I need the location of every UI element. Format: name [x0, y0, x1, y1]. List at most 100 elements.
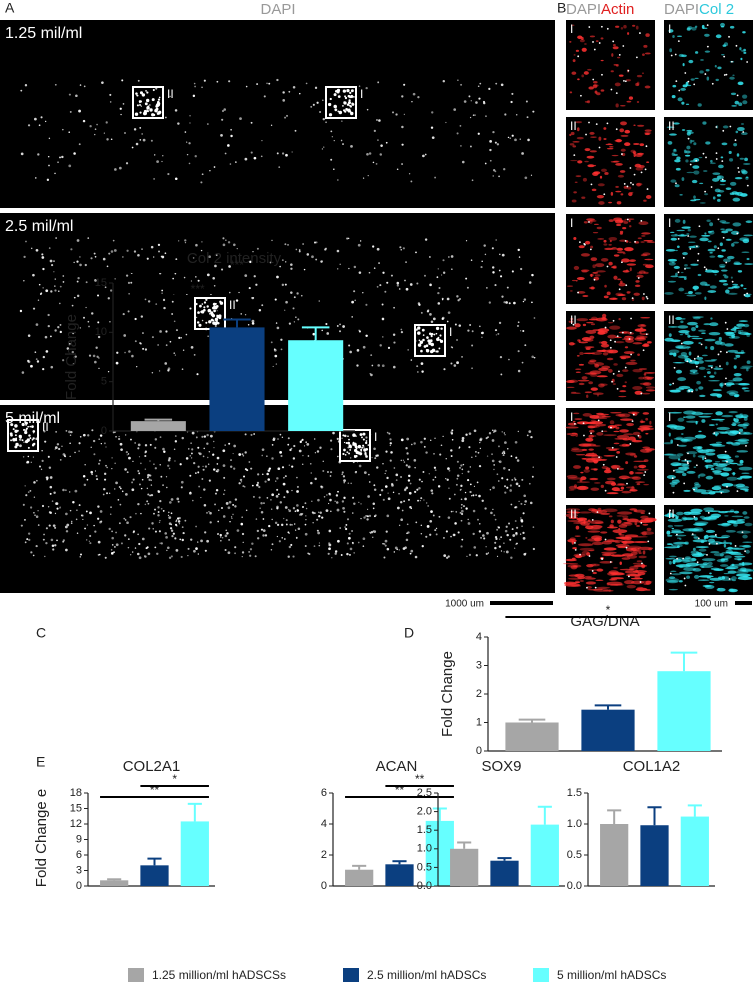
cell-nucleus: [618, 288, 621, 291]
cell-nucleus: [201, 435, 204, 438]
cell-nucleus: [379, 344, 382, 347]
cell-nucleus: [436, 276, 439, 279]
cell-nucleus: [640, 171, 643, 174]
collagen-signal: [720, 156, 724, 159]
cell-nucleus: [208, 320, 212, 324]
cell-nucleus: [400, 248, 403, 251]
cell-nucleus: [45, 527, 48, 530]
actin-signal: [600, 512, 611, 515]
collagen-signal: [711, 486, 722, 491]
collagen-signal: [741, 251, 750, 253]
cell-nucleus: [106, 265, 109, 268]
collagen-signal: [709, 443, 723, 446]
collagen-signal: [670, 339, 681, 342]
collagen-signal: [704, 232, 707, 235]
actin-signal: [615, 162, 623, 166]
cell-nucleus: [351, 512, 354, 514]
cell-nucleus: [273, 348, 276, 351]
cell-nucleus: [299, 440, 302, 444]
collagen-signal: [730, 92, 737, 96]
cell-nucleus: [276, 152, 279, 155]
cell-nucleus: [18, 434, 22, 439]
cell-nucleus: [195, 525, 197, 528]
cell-nucleus: [376, 285, 379, 288]
cell-nucleus: [146, 91, 149, 94]
cell-nucleus: [92, 439, 96, 443]
cell-nucleus: [424, 238, 428, 241]
actin-signal: [636, 74, 643, 78]
actin-signal: [593, 362, 605, 366]
actin-signal: [624, 129, 631, 134]
cell-nucleus: [705, 156, 707, 159]
collagen-signal: [681, 177, 685, 181]
collagen-signal: [732, 377, 743, 382]
cell-nucleus: [28, 538, 31, 542]
cell-nucleus: [492, 175, 494, 177]
actin-signal: [568, 516, 578, 520]
actin-signal: [633, 292, 640, 296]
cell-nucleus: [188, 491, 192, 495]
cell-nucleus: [325, 509, 329, 513]
actin-signal: [566, 432, 578, 436]
cell-nucleus: [468, 432, 472, 435]
collagen-signal: [676, 389, 680, 391]
cell-nucleus: [432, 317, 436, 321]
cell-nucleus: [181, 538, 184, 542]
cell-nucleus: [103, 472, 107, 476]
cell-nucleus: [330, 510, 332, 513]
cell-nucleus: [109, 492, 111, 494]
cell-nucleus: [284, 475, 287, 478]
cell-nucleus: [337, 490, 339, 493]
cell-nucleus: [163, 306, 166, 310]
cell-nucleus: [595, 123, 598, 126]
cell-nucleus: [73, 296, 76, 299]
cell-nucleus: [232, 452, 234, 455]
cell-nucleus: [471, 456, 473, 458]
cell-nucleus: [136, 552, 140, 556]
actin-signal: [637, 124, 645, 127]
cell-nucleus: [385, 530, 388, 533]
cell-nucleus: [416, 282, 419, 285]
cell-nucleus: [158, 370, 161, 372]
cell-nucleus: [121, 490, 124, 493]
cell-nucleus: [462, 505, 465, 508]
cell-nucleus: [55, 431, 58, 433]
cell-nucleus: [498, 545, 502, 548]
cell-nucleus: [71, 304, 74, 307]
collagen-signal: [666, 474, 676, 480]
cell-nucleus: [131, 146, 134, 149]
cell-nucleus: [430, 332, 434, 336]
actin-signal: [629, 489, 634, 491]
collagen-signal: [675, 436, 684, 441]
cell-nucleus: [314, 477, 317, 481]
cell-nucleus: [418, 303, 421, 306]
cell-nucleus: [222, 464, 226, 467]
cell-nucleus: [348, 344, 351, 347]
cell-nucleus: [510, 503, 513, 506]
cell-nucleus: [84, 263, 87, 267]
actin-signal: [610, 554, 625, 557]
cell-nucleus: [264, 480, 267, 483]
cell-nucleus: [27, 124, 31, 127]
cell-nucleus: [477, 451, 480, 454]
cell-nucleus: [86, 539, 88, 541]
actin-signal: [641, 466, 645, 469]
cell-nucleus: [479, 447, 482, 450]
cell-nucleus: [276, 78, 279, 82]
actin-signal: [595, 40, 599, 42]
actin-signal: [620, 536, 632, 541]
cell-nucleus: [520, 502, 523, 505]
cell-nucleus: [514, 440, 518, 444]
cell-nucleus: [201, 303, 204, 305]
collagen-signal: [704, 510, 721, 512]
cell-nucleus: [415, 251, 417, 254]
collagen-signal: [693, 466, 697, 468]
cell-nucleus: [222, 243, 226, 247]
actin-signal: [613, 430, 620, 433]
cell-nucleus: [122, 256, 124, 258]
cell-nucleus: [469, 324, 472, 326]
cell-nucleus: [384, 485, 388, 488]
collagen-signal: [738, 102, 743, 107]
collagen-signal: [733, 394, 739, 398]
cell-nucleus: [450, 346, 453, 348]
